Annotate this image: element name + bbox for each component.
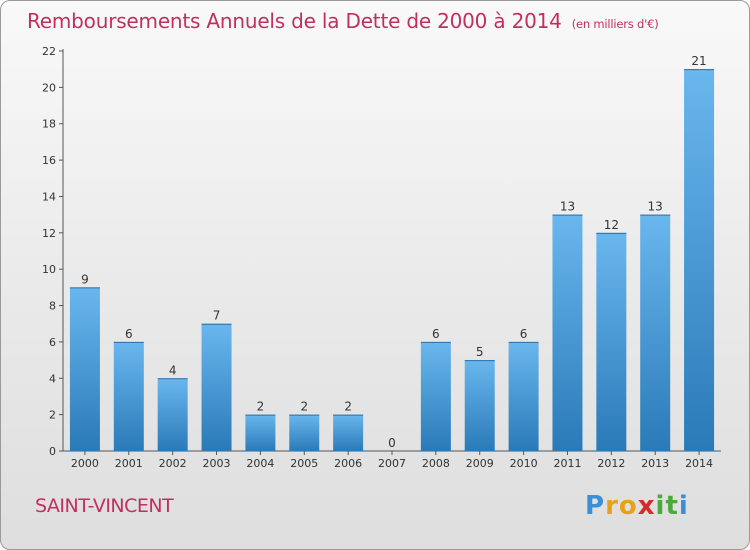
data-label: 6 <box>432 327 440 341</box>
x-tick-label: 2004 <box>246 457 274 470</box>
logo-letter: i <box>655 491 666 521</box>
data-label: 7 <box>213 309 221 323</box>
data-label: 9 <box>81 272 89 286</box>
y-tick-label: 0 <box>49 445 56 458</box>
bar <box>69 287 100 451</box>
bar <box>684 69 715 451</box>
data-label: 13 <box>648 200 663 214</box>
y-tick-label: 10 <box>42 263 56 276</box>
data-label: 21 <box>691 54 706 68</box>
logo-letter: P <box>585 491 606 521</box>
y-tick-label: 14 <box>42 190 56 203</box>
data-label: 4 <box>169 363 177 377</box>
proxiti-logo: Proxiti <box>585 491 689 521</box>
x-tick-label: 2002 <box>159 457 187 470</box>
data-label: 6 <box>520 327 528 341</box>
bar <box>596 232 627 451</box>
x-tick-label: 2009 <box>466 457 494 470</box>
bar <box>157 378 188 451</box>
bar <box>508 341 539 451</box>
x-tick-label: 2011 <box>553 457 581 470</box>
x-tick-label: 2014 <box>685 457 713 470</box>
x-tick-label: 2013 <box>641 457 669 470</box>
data-label: 13 <box>560 200 575 214</box>
y-tick-label: 20 <box>42 81 56 94</box>
y-tick-label: 8 <box>49 300 56 313</box>
data-label: 12 <box>604 218 619 232</box>
bar <box>420 341 451 451</box>
logo-letter: x <box>637 491 656 521</box>
bar <box>552 214 583 451</box>
logo-letter: r <box>605 491 619 521</box>
x-tick-label: 2012 <box>597 457 625 470</box>
x-tick-label: 2003 <box>203 457 231 470</box>
logo-letter: t <box>665 491 679 521</box>
bar <box>640 214 671 451</box>
x-tick-label: 2007 <box>378 457 406 470</box>
data-label: 2 <box>344 400 352 414</box>
bar <box>289 414 320 451</box>
data-label: 0 <box>388 436 396 450</box>
x-tick-label: 2006 <box>334 457 362 470</box>
title-text: Remboursements Annuels de la Dette de 20… <box>27 9 562 33</box>
chart-title: Remboursements Annuels de la Dette de 20… <box>27 9 659 33</box>
bar <box>245 414 276 451</box>
y-tick-label: 12 <box>42 227 56 240</box>
bar <box>464 360 495 451</box>
logo-letter: i <box>678 491 689 521</box>
x-tick-label: 2010 <box>510 457 538 470</box>
x-tick-label: 2005 <box>290 457 318 470</box>
x-tick-label: 2000 <box>71 457 99 470</box>
bar <box>113 341 144 451</box>
y-tick-label: 2 <box>49 409 56 422</box>
data-label: 5 <box>476 345 484 359</box>
y-tick-label: 16 <box>42 154 56 167</box>
x-tick-label: 2001 <box>115 457 143 470</box>
y-tick-label: 18 <box>42 118 56 131</box>
commune-name: SAINT-VINCENT <box>35 495 174 517</box>
bar <box>201 323 232 451</box>
bar <box>333 414 364 451</box>
data-label: 2 <box>257 400 265 414</box>
data-label: 6 <box>125 327 133 341</box>
y-tick-label: 4 <box>49 372 56 385</box>
x-tick-label: 2008 <box>422 457 450 470</box>
logo-letter: o <box>618 491 638 521</box>
y-tick-label: 22 <box>42 45 56 58</box>
data-label: 2 <box>300 400 308 414</box>
unit-note: (en milliers d'€) <box>571 17 659 31</box>
y-tick-label: 6 <box>49 336 56 349</box>
